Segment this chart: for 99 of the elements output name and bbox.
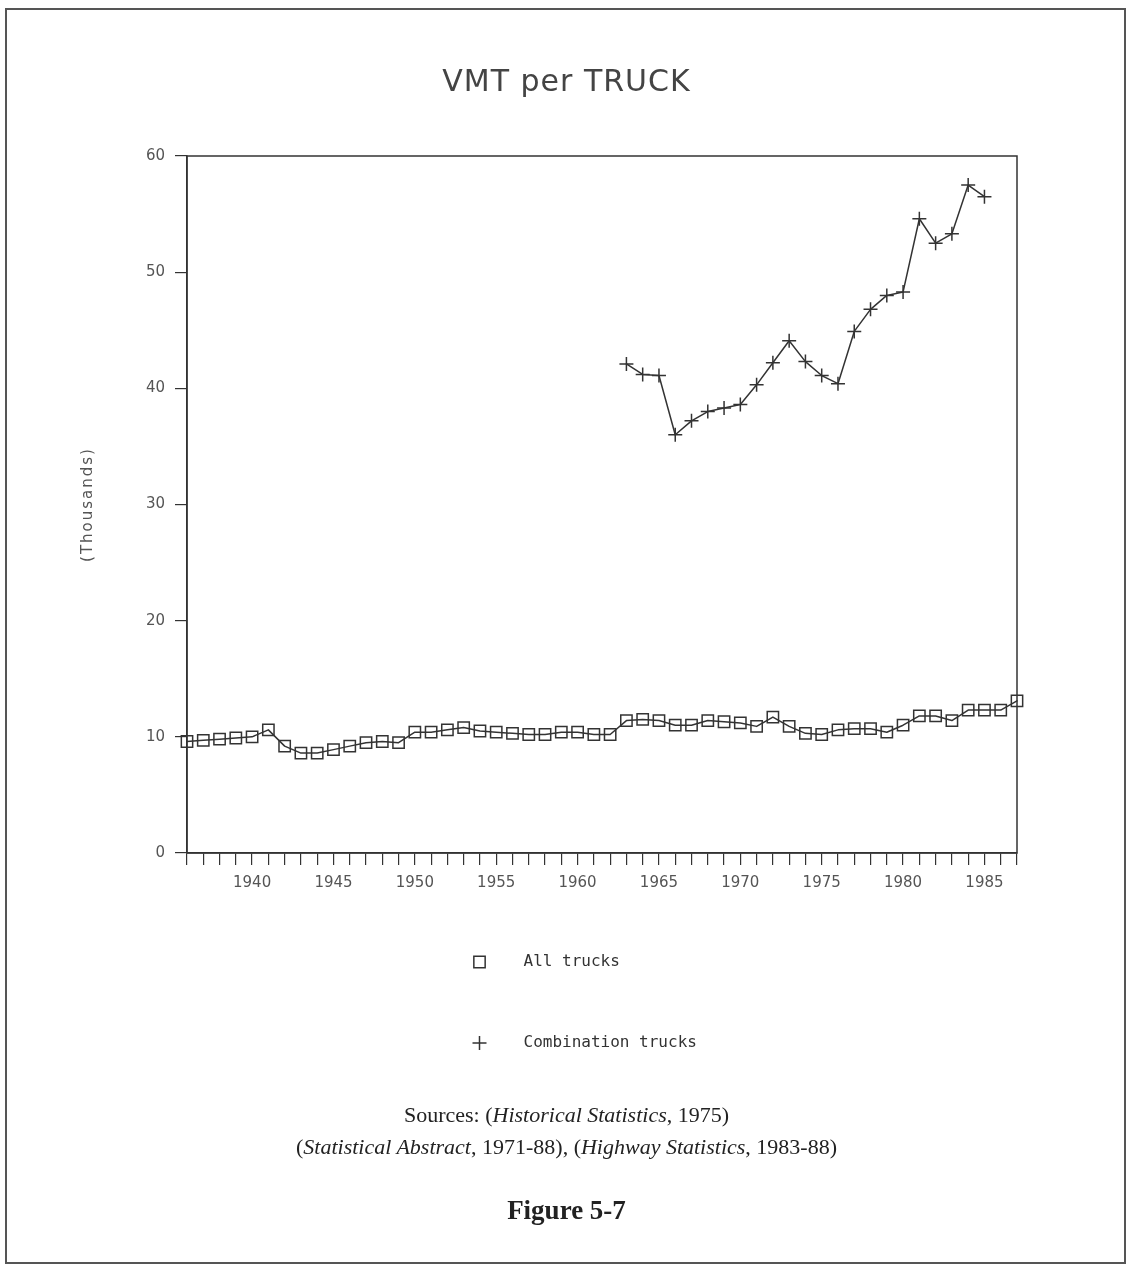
point: [473, 724, 487, 738]
point: [912, 709, 926, 723]
point: [652, 714, 666, 727]
x-tick-label: 1940: [233, 872, 272, 891]
point: [554, 725, 568, 739]
x-tick-label: 1955: [477, 872, 516, 891]
point: [879, 287, 895, 304]
point: [278, 739, 292, 753]
point: [929, 709, 943, 723]
legend-label: Combination trucks: [523, 1032, 697, 1052]
point: [782, 719, 796, 733]
point: [961, 703, 975, 717]
point: [180, 735, 194, 748]
y-tick-label: 30: [145, 494, 165, 513]
point: [716, 400, 732, 416]
point: [538, 728, 552, 741]
point: [522, 728, 536, 741]
y-tick-label: 60: [145, 145, 165, 164]
point: [408, 725, 422, 739]
point: [245, 730, 259, 744]
point: [895, 284, 911, 300]
point: [603, 728, 617, 741]
point: [831, 723, 845, 737]
y-tick-label: 20: [145, 610, 165, 629]
chart-title: VMT per TRUCK: [442, 62, 692, 98]
point: [489, 725, 503, 739]
y-tick-label: 50: [145, 262, 165, 281]
x-tick-label: 1965: [639, 872, 679, 891]
point: [683, 413, 700, 429]
point: [880, 725, 894, 739]
point: [896, 718, 910, 732]
point: [748, 377, 765, 393]
point: [732, 396, 749, 413]
point: [636, 713, 650, 726]
point: [457, 721, 471, 734]
point: [750, 719, 764, 733]
point: [359, 736, 373, 750]
point: [781, 332, 797, 349]
x-tick-label: 1960: [558, 872, 597, 891]
y-tick-label: 10: [145, 726, 165, 745]
point: [392, 736, 405, 750]
point: [668, 718, 682, 732]
point: [976, 188, 993, 205]
point: [978, 703, 991, 717]
y-tick-label: 40: [145, 378, 165, 397]
point: [229, 731, 243, 745]
caption: Figure 5-7: [506, 1194, 627, 1227]
point: [375, 735, 389, 748]
point: [424, 725, 438, 739]
point: [701, 714, 715, 727]
point: [620, 714, 633, 727]
x-tick-label: 1980: [883, 872, 923, 891]
legend-label: All trucks: [523, 951, 620, 971]
point: [766, 710, 780, 724]
point: [618, 356, 635, 372]
point: [862, 301, 879, 318]
text: (Statistical Abstract, 1971-88), (Highway Statistics, 1983-88): [295, 1133, 838, 1161]
point: [506, 726, 519, 740]
point: [864, 722, 877, 736]
point: [813, 367, 830, 384]
point: [440, 723, 454, 737]
point: [944, 226, 960, 242]
x-tick-label: 1985: [965, 872, 1004, 891]
point: [994, 703, 1008, 717]
point: [815, 728, 829, 741]
point: [847, 722, 861, 736]
point: [945, 714, 959, 727]
point: [846, 323, 863, 340]
point: [797, 353, 814, 370]
point: [571, 725, 584, 739]
point: [927, 235, 944, 251]
point: [343, 739, 357, 753]
x-tick-label: 1945: [314, 872, 353, 891]
point: [1010, 694, 1024, 708]
x-tick-label: 1975: [802, 872, 841, 891]
x-tick-label: 1970: [721, 872, 760, 891]
point: [700, 403, 716, 420]
point: [261, 723, 275, 737]
point: [911, 210, 928, 227]
point: [310, 746, 324, 760]
y-axis-title: (Thousands): [77, 447, 96, 562]
point: [765, 355, 781, 371]
point: [294, 746, 308, 760]
point: [733, 716, 747, 730]
point: [685, 718, 698, 732]
point: [651, 367, 667, 384]
y-tick-label: 0: [155, 842, 165, 861]
point: [830, 375, 846, 392]
x-tick-label: 1950: [395, 872, 434, 891]
point: [634, 366, 651, 383]
point: [213, 732, 226, 746]
point: [196, 733, 210, 747]
point: [799, 726, 812, 740]
point: [960, 177, 976, 193]
point: [327, 743, 340, 757]
point: [587, 728, 601, 741]
source-note: Sources: (Historical Statistics, 1975): [402, 1101, 731, 1129]
point: [717, 715, 731, 729]
point: [667, 427, 683, 443]
